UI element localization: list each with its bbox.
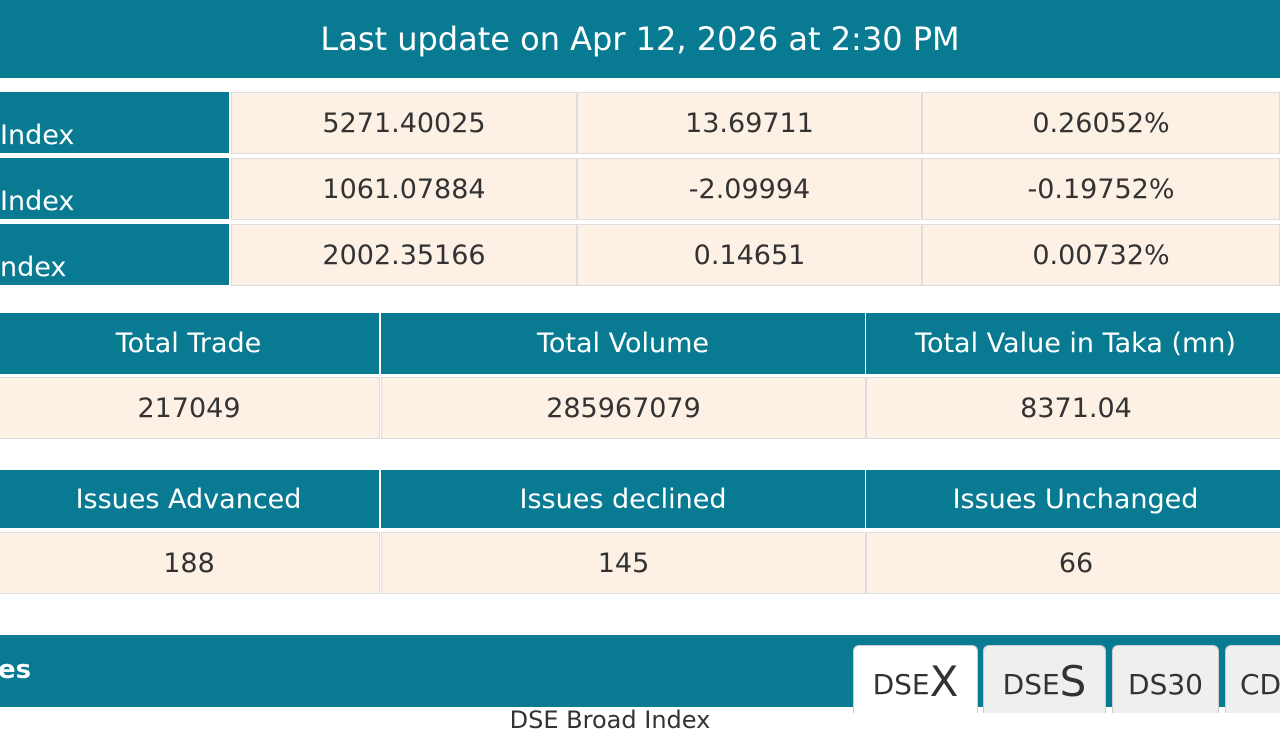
index-cell: 0.26052% xyxy=(922,92,1280,154)
tab-label-suffix: S xyxy=(1059,657,1087,706)
tab[interactable]: DSE S xyxy=(983,645,1106,713)
column-header: Issues declined xyxy=(381,470,865,528)
tab-label: DSE xyxy=(1002,668,1060,701)
header-title: Last update on Apr 12, 2026 at 2:30 PM xyxy=(0,0,1280,78)
tab-label: CD xyxy=(1240,668,1280,701)
index-label: Index xyxy=(0,92,229,153)
tab[interactable]: CD xyxy=(1225,645,1280,713)
column-header: Total Volume xyxy=(381,313,865,374)
cell: 285967079 xyxy=(381,377,866,439)
cell: 188 xyxy=(0,532,380,594)
index-cell: 2002.35166 xyxy=(231,224,577,286)
column-header: Total Trade xyxy=(0,313,379,374)
tab-label: DS30 xyxy=(1128,668,1203,701)
tab-label: DSE xyxy=(872,668,930,701)
tab[interactable]: DSE X xyxy=(853,645,978,713)
column-header: Issues Unchanged xyxy=(866,470,1280,528)
subtitle: DSE Broad Index xyxy=(509,706,711,734)
index-cell: -0.19752% xyxy=(922,158,1280,220)
cell: 217049 xyxy=(0,377,380,439)
column-header: Issues Advanced xyxy=(0,470,379,528)
index-cell: 1061.07884 xyxy=(231,158,577,220)
divider xyxy=(0,705,1280,707)
index-cell: -2.09994 xyxy=(577,158,922,220)
cell: 145 xyxy=(381,532,866,594)
tab-label-suffix: X xyxy=(929,657,959,706)
index-label: ndex xyxy=(0,224,229,285)
index-cell: 0.14651 xyxy=(577,224,922,286)
index-cell: 13.69711 xyxy=(577,92,922,154)
cell: 8371.04 xyxy=(866,377,1280,439)
index-cell: 5271.40025 xyxy=(231,92,577,154)
tab[interactable]: DS30 xyxy=(1112,645,1219,713)
section-label: es xyxy=(0,655,32,685)
cell: 66 xyxy=(866,532,1280,594)
index-cell: 0.00732% xyxy=(922,224,1280,286)
index-label: Index xyxy=(0,158,229,219)
column-header: Total Value in Taka (mn) xyxy=(866,313,1280,374)
